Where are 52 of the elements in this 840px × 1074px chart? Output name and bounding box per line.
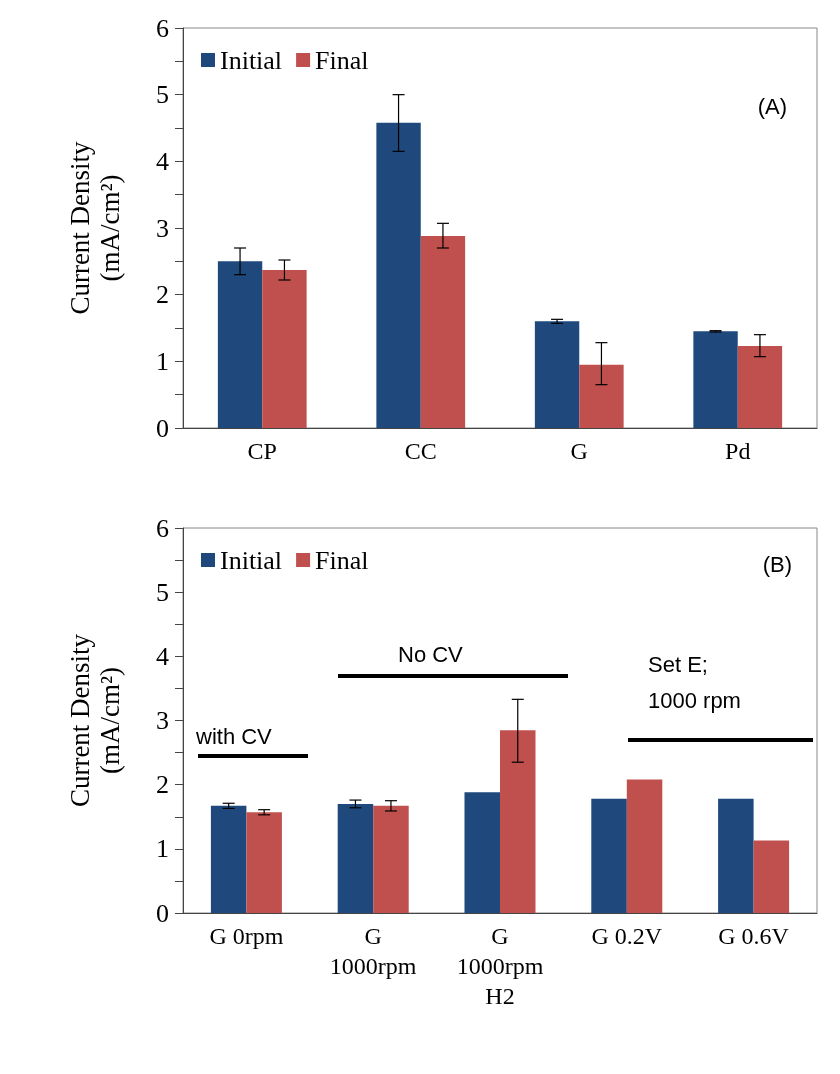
y-tick-label: 0 [156,413,169,443]
bar [376,122,421,428]
bar [591,798,627,913]
y-tick-label: 3 [156,213,169,243]
x-tick-label: G 0.2V [591,923,663,949]
legend-label: Final [315,545,369,575]
annotation: (B) [762,551,792,577]
y-tick-label: 3 [156,706,169,735]
bar [420,236,466,428]
bar [500,730,536,913]
y-tick-label: 5 [156,80,169,110]
y-tick-label: 4 [156,641,169,671]
y-tick-label: 2 [156,280,169,310]
x-tick-label: G 0rpm [209,923,284,949]
y-tick-label: 1 [156,346,169,376]
bar [579,364,624,428]
y-tick-label: 4 [156,146,169,176]
y-tick-label: 6 [156,513,169,543]
annotation: Set E; 1000 rpm [648,651,741,713]
legend-label: Final [315,45,369,75]
bar [718,798,754,913]
y-axis-title: Current Density (mA/cm²) [65,633,125,808]
x-tick-label: G [570,438,588,464]
x-tick-label: CP [247,438,277,464]
x-tick-label: Pd [725,438,751,464]
bar [262,270,307,428]
annotation: with CV [195,723,273,749]
annotation: No CV [398,641,464,667]
y-tick-label: 2 [156,770,169,800]
x-tick-label: G 1000rpm [329,923,417,979]
legend-label: Initial [220,45,283,75]
bar [693,331,738,428]
x-tick-label: G 0.6V [718,923,790,949]
bar [217,261,263,428]
bar [337,803,374,913]
bar [534,321,580,428]
bar [464,792,500,913]
annotation: (A) [757,93,787,119]
bar [737,346,783,428]
bar [373,805,409,913]
y-tick-label: 0 [156,898,169,928]
y-tick-label: 5 [156,577,169,607]
bar [753,840,790,913]
x-tick-label: G 1000rpm H2 [456,923,544,1009]
legend-label: Initial [220,545,283,575]
y-tick-label: 6 [156,13,169,43]
bar [626,779,663,913]
bar [246,812,282,913]
y-tick-label: 1 [156,834,169,864]
y-axis-title: Current Density (mA/cm²) [65,140,125,315]
x-tick-label: CC [404,438,437,464]
bar [210,805,247,913]
